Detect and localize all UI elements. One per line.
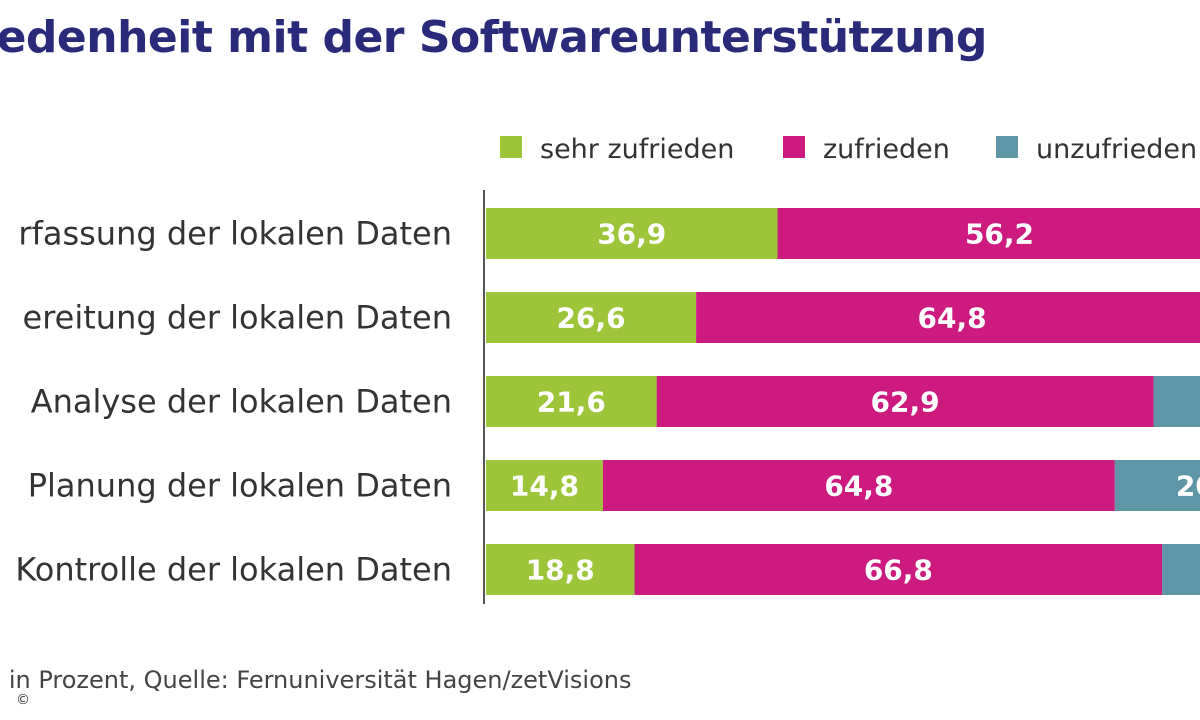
bar-segment-sehr-zufrieden	[486, 292, 697, 343]
source-note: n in Prozent, Quelle: Fernuniversität Ha…	[0, 666, 632, 694]
bar-segment-unzufrieden	[1162, 544, 1200, 595]
legend-label-zufrieden: zufrieden	[823, 134, 950, 165]
bar-segment-sehr-zufrieden	[486, 376, 657, 427]
bar-segment-zufrieden	[777, 208, 1200, 259]
bar-segment-zufrieden	[656, 376, 1154, 427]
bar-value-label: 62,9	[871, 386, 940, 419]
bar-value-label: 64,8	[918, 302, 987, 335]
legend: sehr zufrieden zufrieden unzufrieden	[500, 134, 1197, 165]
bar-value-label: 56,2	[965, 218, 1034, 251]
legend-swatch-unzufrieden	[996, 136, 1018, 158]
legend-label-unzufrieden: unzufrieden	[1036, 134, 1197, 165]
category-labels: rfassung der lokalen Daten ereitung der l…	[15, 215, 452, 589]
legend-swatch-zufrieden	[783, 136, 805, 158]
legend-swatch-sehr-zufrieden	[500, 136, 522, 158]
category-label: ereitung der lokalen Daten	[23, 299, 452, 337]
bar-segment-zufrieden	[602, 460, 1115, 511]
bar-segment-unzufrieden	[1114, 460, 1200, 511]
bar-value-label: 21,6	[537, 386, 606, 419]
bar-segment-sehr-zufrieden	[486, 208, 778, 259]
bar-segment-unzufrieden	[1153, 376, 1200, 427]
bar-value-label: 26,6	[557, 302, 626, 335]
category-label: rfassung der lokalen Daten	[18, 215, 452, 253]
bar-segment-sehr-zufrieden	[486, 460, 603, 511]
bar-value-label: 20	[1176, 470, 1200, 503]
chart-title: iedenheit mit der Softwareunterstützung	[0, 12, 987, 63]
bar-segment-zufrieden	[634, 544, 1163, 595]
bar-value-label: 66,8	[864, 554, 933, 587]
bar-value-label: 36,9	[597, 218, 666, 251]
bar-value-label: 64,8	[824, 470, 893, 503]
bar-value-label: 14,8	[510, 470, 579, 503]
bar-segment-sehr-zufrieden	[486, 544, 635, 595]
bar-segment-zufrieden	[696, 292, 1200, 343]
bars: 36,956,226,664,821,662,9114,864,82018,86…	[486, 208, 1200, 595]
copyright-mark: ©	[16, 692, 30, 708]
bar-value-label: 18,8	[526, 554, 595, 587]
legend-label-sehr-zufrieden: sehr zufrieden	[540, 134, 734, 165]
category-label: Kontrolle der lokalen Daten	[15, 551, 452, 589]
category-label: Analyse der lokalen Daten	[31, 383, 452, 421]
category-label: Planung der lokalen Daten	[28, 467, 452, 505]
